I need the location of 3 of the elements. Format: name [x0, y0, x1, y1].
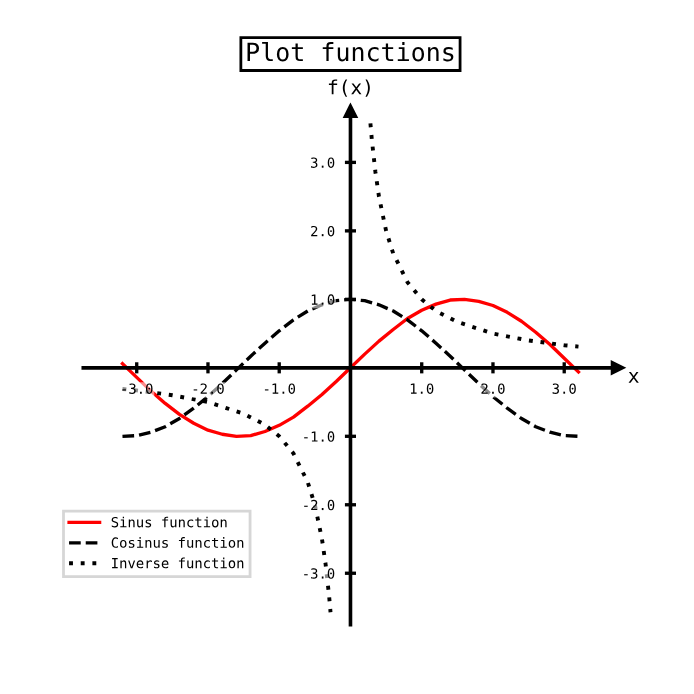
- chart-title: Plot functions: [247, 41, 454, 62]
- y-axis-title: f(x): [328, 79, 370, 97]
- x-axis-title: x: [628, 372, 639, 383]
